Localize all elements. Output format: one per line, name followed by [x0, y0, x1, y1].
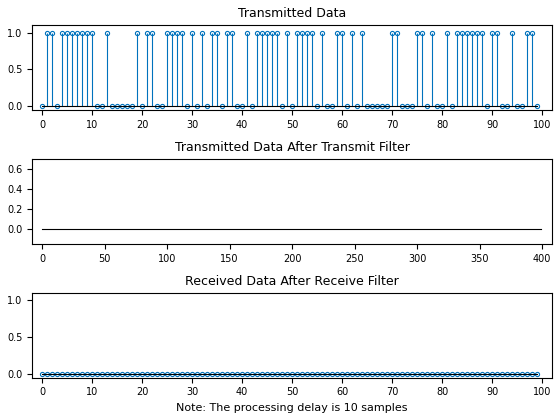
Title: Received Data After Receive Filter: Received Data After Receive Filter	[185, 275, 399, 288]
X-axis label: Note: The processing delay is 10 samples: Note: The processing delay is 10 samples	[176, 403, 408, 413]
Title: Transmitted Data After Transmit Filter: Transmitted Data After Transmit Filter	[175, 141, 409, 154]
Title: Transmitted Data: Transmitted Data	[238, 7, 346, 20]
